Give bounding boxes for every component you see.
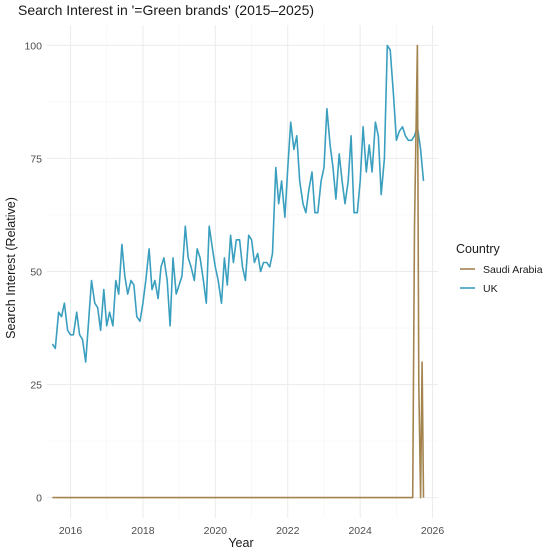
x-axis-title: Year (228, 536, 253, 550)
legend-label: Saudi Arabia (483, 264, 543, 276)
x-tick-label: 2016 (59, 525, 83, 537)
y-tick-label: 75 (30, 153, 42, 165)
legend: Country Saudi Arabia UK (456, 242, 543, 295)
y-tick-label: 50 (30, 267, 42, 279)
grid (47, 25, 438, 518)
x-tick-label: 2018 (131, 525, 155, 537)
series-lines (51, 44, 425, 499)
legend-label: UK (483, 283, 498, 295)
series-line-uk (51, 44, 425, 363)
y-tick-label: 25 (30, 380, 42, 392)
x-tick-label: 2024 (348, 525, 372, 537)
y-tick-label: 100 (24, 40, 42, 52)
x-tick-label: 2026 (421, 525, 445, 537)
y-tick-label: 0 (36, 493, 42, 505)
x-tick-label: 2022 (276, 525, 300, 537)
series-line-saudi-arabia (52, 44, 425, 499)
legend-title: Country (456, 242, 501, 256)
chart-title: Search Interest in '=Green brands' (2015… (18, 2, 314, 18)
axis-ticks: 2016 2018 2020 2022 2024 2026 0 25 50 75 100 (24, 40, 444, 537)
y-axis-title: Search Interest (Relative) (4, 197, 18, 339)
x-tick-label: 2020 (204, 525, 228, 537)
